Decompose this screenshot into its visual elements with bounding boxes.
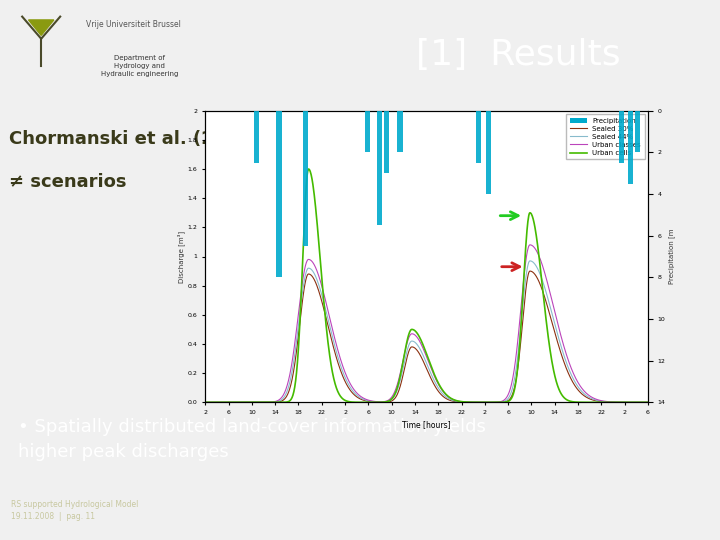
Urban classes	[380, 399, 389, 405]
Bar	[377, 111, 382, 225]
Urban cells	[201, 399, 210, 406]
Bar	[303, 111, 308, 246]
Sealed 30%	[246, 399, 255, 406]
Sealed 30%	[546, 315, 555, 322]
Bar	[635, 111, 640, 152]
Line: Urban classes: Urban classes	[205, 245, 648, 402]
Urban cells	[546, 353, 555, 359]
Bar	[254, 111, 259, 163]
Bar	[628, 111, 633, 184]
Sealed 44%	[546, 306, 555, 313]
Line: Sealed 44%: Sealed 44%	[205, 261, 648, 402]
Urban classes	[554, 325, 563, 332]
Line: Sealed 30%: Sealed 30%	[205, 271, 648, 402]
Polygon shape	[29, 20, 54, 36]
Urban classes	[246, 399, 255, 406]
Bar	[384, 111, 390, 173]
Sealed 44%	[380, 399, 389, 405]
Text: RS supported Hydrological Model
19.11.2008  |  pag. 11: RS supported Hydrological Model 19.11.20…	[11, 500, 138, 521]
Sealed 30%	[554, 343, 563, 350]
Text: Department of
Hydrology and
Hydraulic engineering: Department of Hydrology and Hydraulic en…	[101, 56, 178, 77]
Y-axis label: Precipitation [m: Precipitation [m	[668, 229, 675, 284]
Sealed 30%	[380, 399, 389, 406]
Bar	[619, 111, 624, 163]
Line: Urban cells: Urban cells	[205, 169, 648, 402]
Text: ≠ scenarios: ≠ scenarios	[9, 173, 126, 191]
Sealed 30%	[644, 399, 652, 406]
Legend: Precipitation, Sealed 30%, Sealed 44%, Urban classes, Urban cells: Precipitation, Sealed 30%, Sealed 44%, U…	[566, 114, 644, 159]
Urban cells	[246, 399, 255, 406]
Bar	[365, 111, 370, 152]
Sealed 44%	[526, 258, 534, 264]
Urban classes	[526, 241, 534, 248]
Sealed 30%	[505, 396, 513, 403]
Urban classes	[546, 293, 555, 300]
Urban classes	[396, 370, 405, 376]
Sealed 44%	[554, 336, 563, 342]
Urban classes	[201, 399, 210, 406]
Bar	[476, 111, 481, 163]
Urban classes	[644, 399, 652, 406]
Sealed 30%	[526, 268, 534, 274]
Sealed 30%	[201, 399, 210, 406]
Urban cells	[554, 386, 563, 393]
Y-axis label: Discharge [m³]: Discharge [m³]	[177, 231, 185, 282]
Bar	[486, 111, 491, 194]
Urban cells	[380, 399, 389, 405]
Sealed 44%	[246, 399, 255, 406]
X-axis label: Time [hours]: Time [hours]	[402, 421, 451, 429]
Urban cells	[304, 166, 312, 172]
Sealed 44%	[644, 399, 652, 406]
Bar	[276, 111, 282, 278]
Urban classes	[505, 389, 513, 395]
Urban cells	[505, 397, 514, 404]
Text: Vrije Universiteit Brussel: Vrije Universiteit Brussel	[86, 20, 181, 29]
Sealed 44%	[201, 399, 210, 406]
Sealed 30%	[396, 383, 405, 389]
Text: [1]  Results: [1] Results	[416, 38, 621, 72]
Urban cells	[396, 371, 405, 377]
Urban cells	[644, 399, 652, 406]
Sealed 44%	[396, 377, 405, 383]
Text: Chormanski et al. (2008): Chormanski et al. (2008)	[9, 130, 259, 147]
Text: • Spatially distributed land-cover information yields
higher peak discharges: • Spatially distributed land-cover infor…	[18, 418, 485, 462]
Bar	[397, 111, 402, 152]
Sealed 44%	[505, 394, 513, 400]
